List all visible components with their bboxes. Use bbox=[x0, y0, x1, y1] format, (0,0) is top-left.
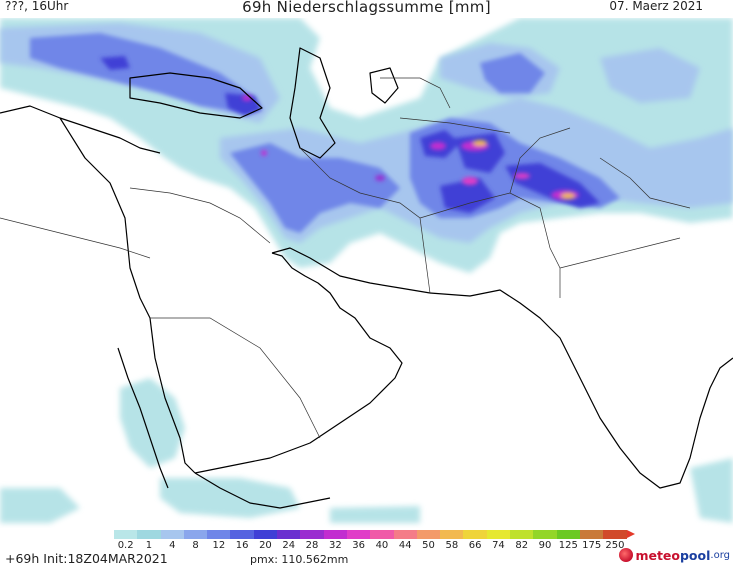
legend-swatch bbox=[300, 530, 324, 539]
legend-tick-label: 36 bbox=[352, 540, 366, 551]
coastlines bbox=[0, 47, 733, 509]
legend-swatch bbox=[114, 530, 138, 539]
legend-tick-label: 58 bbox=[445, 540, 459, 551]
forecast-time-label: ???, 16Uhr bbox=[5, 0, 69, 13]
legend-swatch bbox=[416, 530, 441, 539]
legend-swatch bbox=[440, 530, 464, 539]
legend-tick-label: 74 bbox=[492, 540, 505, 551]
legend-tick-label: 66 bbox=[468, 540, 482, 551]
legend-swatch bbox=[323, 530, 347, 539]
legend-swatch bbox=[230, 530, 254, 539]
legend-swatch bbox=[160, 530, 184, 539]
init-time-label: +69h Init:18Z04MAR2021 bbox=[5, 551, 168, 566]
legend-swatch bbox=[533, 530, 557, 539]
legend-tick-label: 0.2 bbox=[117, 540, 134, 551]
legend-color-bar bbox=[114, 530, 635, 539]
logo-dot-icon bbox=[619, 548, 634, 562]
legend-ticks: 0.2 1 4 8 12 16 20 24 28 32 36 40 44 50 58 66 74 82 90 125 1… bbox=[114, 540, 634, 552]
legend-tick-label: 44 bbox=[398, 540, 412, 551]
forecast-date: 07. Maerz 2021 bbox=[609, 0, 703, 13]
borders bbox=[0, 77, 691, 439]
legend-tick-label: 250 bbox=[605, 540, 625, 551]
legend-swatch bbox=[183, 530, 208, 539]
legend-tick-label: 28 bbox=[305, 540, 319, 551]
legend-tick-label: 175 bbox=[582, 540, 602, 551]
legend-tick-label: 82 bbox=[515, 540, 529, 551]
legend-swatch bbox=[370, 530, 394, 539]
legend-swatch bbox=[393, 530, 417, 539]
legend-tick-label: 24 bbox=[282, 540, 296, 551]
legend-tick-label: 8 bbox=[192, 540, 199, 551]
legend-tick-label: 4 bbox=[169, 540, 176, 551]
legend-swatch bbox=[556, 530, 580, 539]
legend-swatch bbox=[603, 530, 627, 539]
legend-tick-label: 40 bbox=[375, 540, 389, 551]
legend-swatch bbox=[486, 530, 511, 539]
legend-swatch bbox=[137, 530, 161, 539]
meteopool-logo[interactable]: meteo pool .org bbox=[619, 546, 730, 564]
legend-tick-label: 50 bbox=[422, 540, 435, 551]
legend-tick-label: 90 bbox=[538, 540, 552, 551]
precipitation-map bbox=[0, 18, 733, 523]
precip-legend: 0.2 1 4 8 12 16 20 24 28 32 36 40 44 50 58 66 74 82 90 125 1… bbox=[0, 528, 733, 566]
pmx-label: pmx: 110.562mm bbox=[250, 553, 349, 566]
legend-arrow-icon bbox=[626, 530, 635, 538]
legend-swatch bbox=[346, 530, 371, 539]
legend-swatch bbox=[579, 530, 604, 539]
precip-peak-layer bbox=[242, 95, 579, 200]
map-title: 69h Niederschlagssumme [mm] bbox=[242, 0, 491, 16]
legend-tick-label: 12 bbox=[212, 540, 226, 551]
legend-swatch bbox=[510, 530, 534, 539]
legend-tick-label: 1 bbox=[145, 540, 153, 551]
legend-swatch bbox=[207, 530, 231, 539]
legend-tick-label: 32 bbox=[328, 540, 342, 551]
map-header: ???, 16Uhr 69h Niederschlagssumme [mm] 0… bbox=[0, 0, 733, 20]
legend-swatch bbox=[253, 530, 278, 539]
legend-swatch bbox=[463, 530, 487, 539]
legend-tick-label: 20 bbox=[259, 540, 272, 551]
legend-tick-label: 125 bbox=[558, 540, 578, 551]
legend-swatch bbox=[277, 530, 301, 539]
legend-tick-label: 16 bbox=[235, 540, 249, 551]
